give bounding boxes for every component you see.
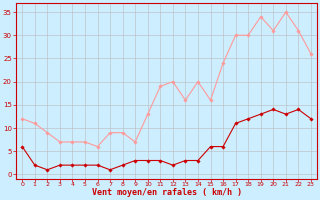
X-axis label: Vent moyen/en rafales ( km/h ): Vent moyen/en rafales ( km/h ) [92, 188, 242, 197]
